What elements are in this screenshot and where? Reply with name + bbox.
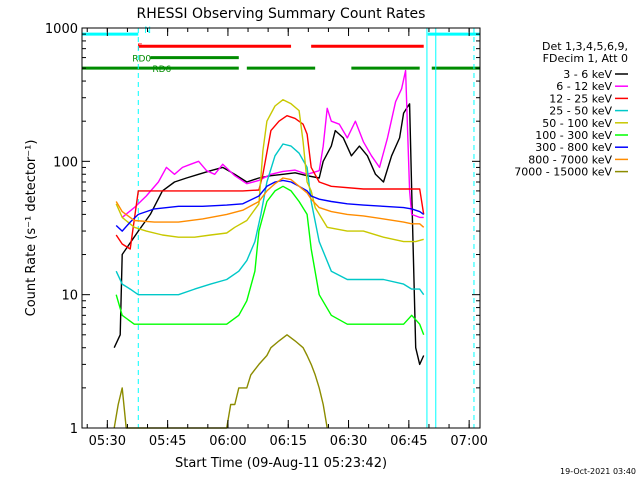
y-tick-label-0: 1 (70, 422, 78, 437)
state-bar-label-rd6: RD6 (152, 65, 171, 75)
series-line-6 (115, 179, 425, 232)
y-tick-label-1: 10 (61, 289, 78, 304)
series-line-4 (115, 98, 424, 243)
y-axis-label: Count Rate (s⁻¹ detector⁻¹) (24, 140, 39, 317)
series-line-5 (115, 185, 425, 336)
y-tick-label-2: 100 (53, 155, 78, 170)
legend-label-8: 7000 - 15000 keV (514, 166, 612, 179)
x-axis: 05:30 05:45 06:00 06:15 06:30 06:45 07:00 (86, 28, 488, 449)
series-line-1 (121, 69, 424, 219)
x-tick-label-5: 06:45 (390, 434, 427, 449)
legend-label-3: 25 - 50 keV (549, 105, 612, 118)
y-axis: 1 10 100 1000 (45, 22, 480, 437)
legend-label-1: 6 - 12 keV (556, 80, 612, 93)
legend-label-0: 3 - 6 keV (563, 68, 612, 81)
legend-header-0: Det 1,3,4,5,6,9, (542, 40, 628, 53)
attenuator-state-bars: NFRD0RD6 (82, 26, 480, 75)
state-change-lines (137, 28, 475, 428)
x-tick-label-2: 06:00 (209, 434, 246, 449)
state-bar-label-rd0: RD0 (132, 55, 151, 65)
series-line-3 (115, 143, 425, 296)
x-tick-label-0: 05:30 (89, 434, 126, 449)
chart-title: RHESSI Observing Summary Count Rates (137, 6, 426, 22)
series-line-0 (113, 103, 425, 366)
legend-header-1: FDecim 1, Att 0 (543, 52, 628, 65)
state-bar-label-f: F (137, 43, 142, 53)
y-tick-label-3: 1000 (45, 22, 78, 37)
legend-label-7: 800 - 7000 keV (528, 153, 612, 166)
footer-timestamp: 19-Oct-2021 03:40 (560, 467, 636, 476)
x-tick-label-6: 07:00 (450, 434, 487, 449)
legend-label-5: 100 - 300 keV (535, 129, 612, 142)
series-lines (113, 69, 425, 429)
x-tick-label-4: 06:30 (330, 434, 367, 449)
legend: Det 1,3,4,5,6,9,FDecim 1, Att 0 3 - 6 keV… (514, 40, 628, 179)
series-line-8 (113, 334, 328, 429)
legend-label-2: 12 - 25 keV (549, 92, 612, 105)
x-tick-label-3: 06:15 (270, 434, 307, 449)
series-line-2 (115, 114, 425, 250)
legend-label-6: 300 - 800 keV (535, 141, 612, 154)
x-tick-label-1: 05:45 (149, 434, 186, 449)
series-line-7 (115, 177, 425, 228)
x-axis-label: Start Time (09-Aug-11 05:23:42) (175, 456, 387, 471)
legend-label-4: 50 - 100 keV (542, 117, 612, 130)
plot-frame (81, 27, 481, 429)
